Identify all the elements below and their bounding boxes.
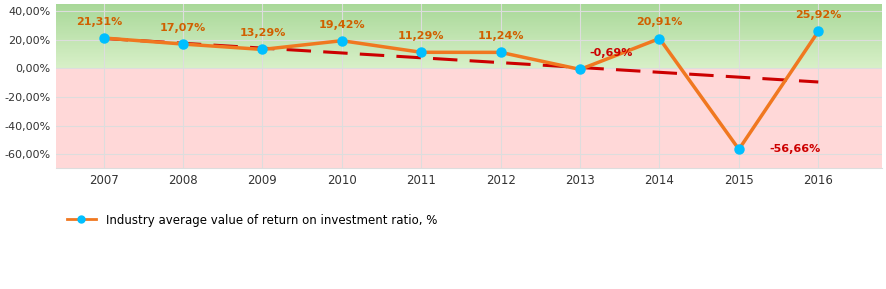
Text: -0,69%: -0,69%: [589, 48, 633, 58]
Text: 11,29%: 11,29%: [398, 31, 445, 41]
Text: 21,31%: 21,31%: [76, 17, 122, 27]
Text: 11,24%: 11,24%: [478, 31, 524, 41]
Text: 13,29%: 13,29%: [239, 28, 285, 38]
Bar: [56, 68, 882, 168]
Text: -56,66%: -56,66%: [769, 144, 820, 154]
Text: 19,42%: 19,42%: [319, 20, 365, 29]
Legend: Industry average value of return on investment ratio, %: Industry average value of return on inve…: [62, 209, 441, 231]
Text: 20,91%: 20,91%: [636, 17, 683, 27]
Text: 25,92%: 25,92%: [795, 10, 842, 20]
Text: 17,07%: 17,07%: [159, 23, 206, 33]
